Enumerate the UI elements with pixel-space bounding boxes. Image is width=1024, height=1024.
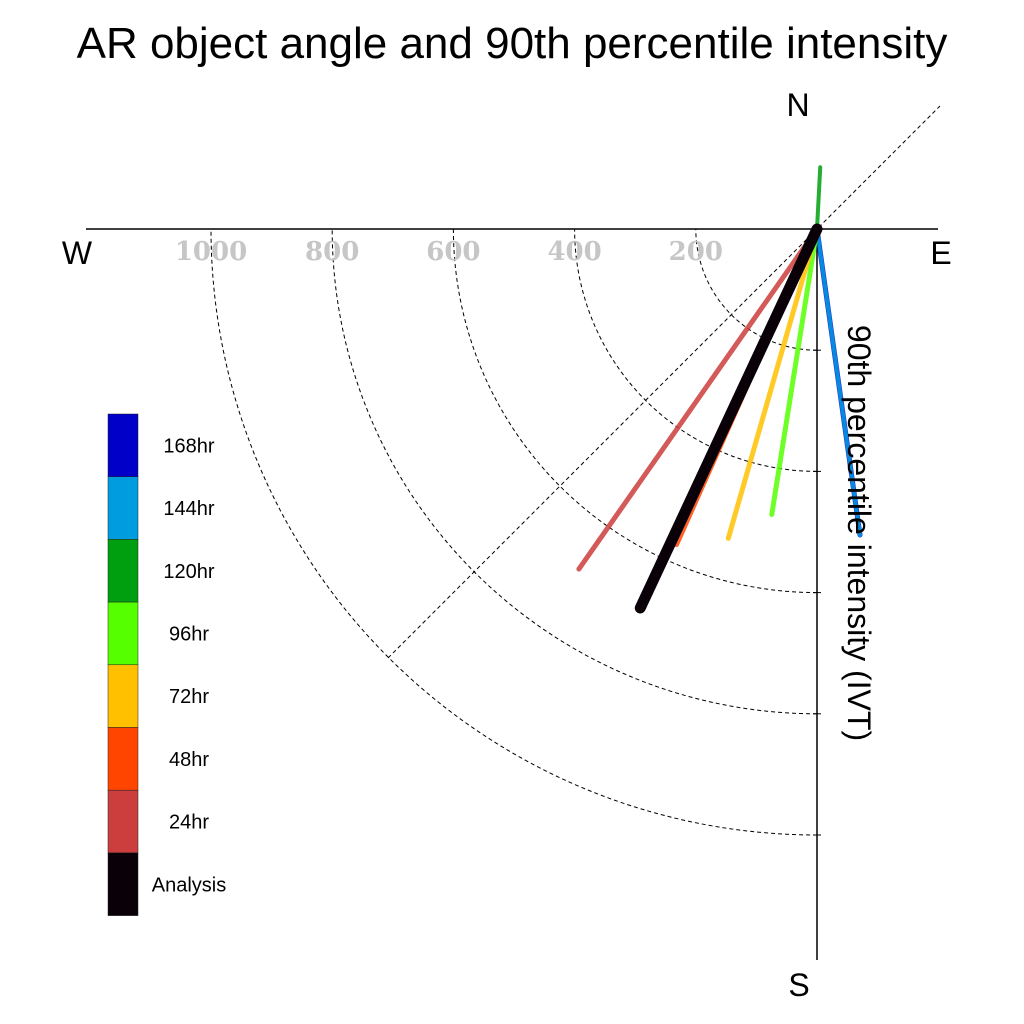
vector-24hr	[576, 226, 820, 572]
legend-swatch-48hr	[107, 727, 139, 791]
compass-east: E	[930, 235, 951, 271]
legend-label-120hr: 120hr	[163, 561, 214, 583]
legend-label-96hr: 96hr	[169, 623, 209, 645]
legend-label-48hr: 48hr	[169, 749, 209, 771]
origin-point	[813, 225, 821, 233]
compass-axes	[86, 105, 941, 960]
vector-72hr	[725, 226, 820, 541]
vector-144hr	[815, 227, 863, 538]
grid-arc-200	[695, 228, 818, 351]
chart-title: AR object angle and 90th percentile inte…	[77, 19, 948, 68]
compass-west: W	[62, 235, 93, 271]
radial-tick-label: 600	[426, 237, 480, 267]
legend-label-144hr: 144hr	[163, 498, 214, 520]
compass-north: N	[786, 87, 809, 123]
radial-tick-label: 400	[547, 237, 601, 267]
legend-label-analysis: Analysis	[152, 874, 226, 896]
legend-swatch-96hr	[107, 601, 139, 666]
legend-swatch-168hr	[107, 413, 139, 477]
vector-120hr	[815, 165, 823, 231]
radial-tick-label: 1000	[175, 237, 247, 267]
legend-swatch-144hr	[107, 476, 139, 540]
legend-swatch-120hr	[107, 539, 139, 603]
legend-swatch-analysis	[107, 852, 139, 916]
legend: 168hr 144hr 120hr 96hr 72hr 48hr 24hr Analysis	[107, 413, 226, 916]
legend-swatch-24hr	[107, 789, 139, 854]
vector-analysis	[634, 223, 823, 614]
grid-arc-600	[452, 228, 818, 594]
compass-south: S	[788, 967, 809, 1003]
legend-swatch-72hr	[107, 664, 139, 728]
radial-axis-label: 90th percentile intensity (IVT)	[841, 325, 877, 741]
angle-vectors	[576, 165, 863, 614]
radial-tick-label: 200	[669, 237, 723, 267]
vector-96hr	[769, 226, 820, 518]
radial-tick-labels: 200 400 600 800 1000	[175, 237, 723, 267]
radial-tick-label: 800	[305, 237, 359, 267]
legend-label-168hr: 168hr	[163, 435, 214, 457]
legend-label-72hr: 72hr	[169, 686, 209, 708]
legend-label-24hr: 24hr	[169, 812, 209, 834]
grid-arc-1000	[210, 228, 818, 836]
